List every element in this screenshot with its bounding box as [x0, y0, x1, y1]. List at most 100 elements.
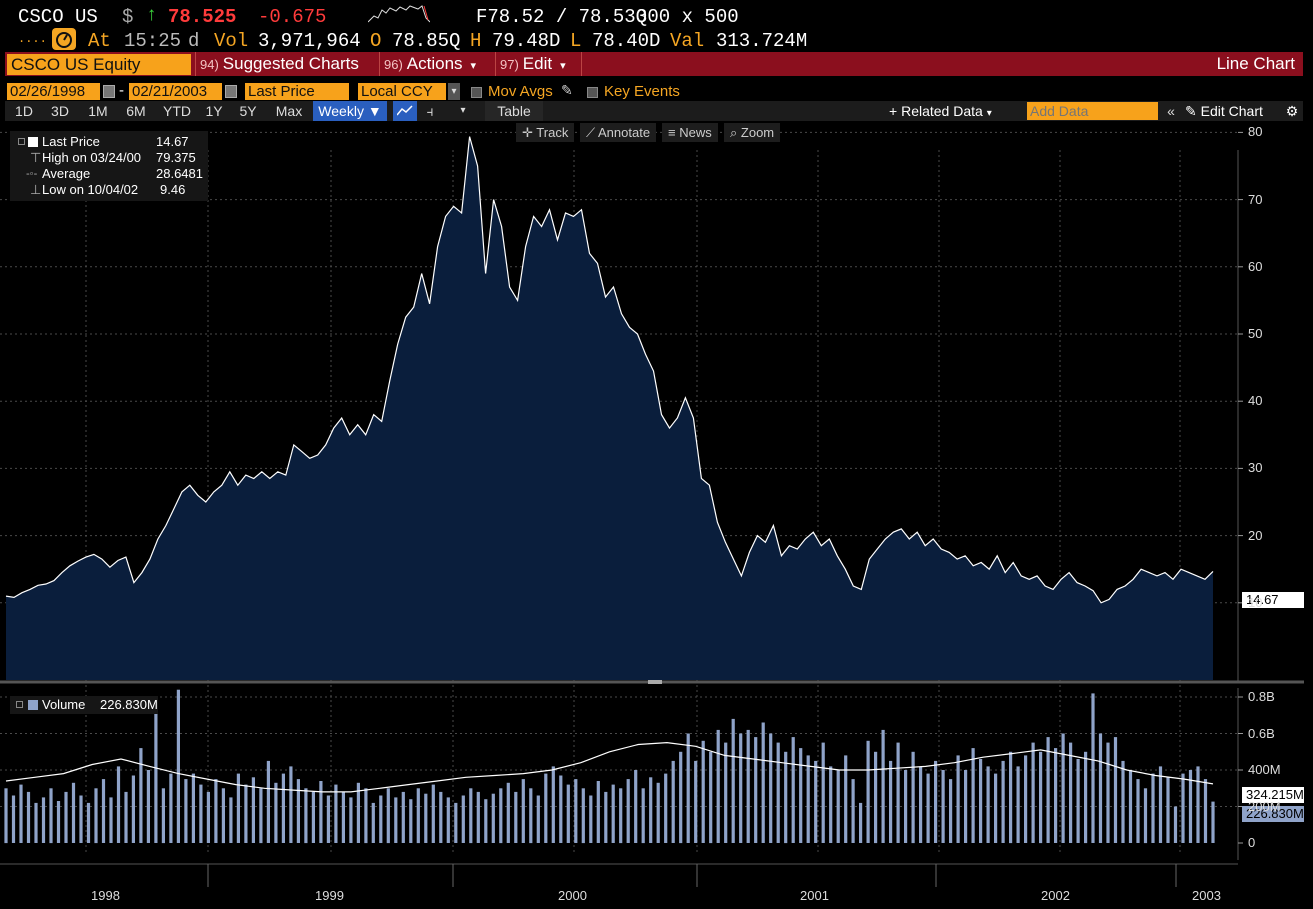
volume-bar	[611, 784, 615, 843]
volume-bar	[581, 788, 585, 844]
track-button[interactable]: ✛ Track	[516, 123, 575, 142]
volume-bar	[1098, 733, 1103, 843]
x-axis-year-label: 2000	[558, 888, 587, 903]
quote-header-line2: .... At 15:25 d Vol 3,971,964 O 78.85Q H…	[0, 28, 1313, 52]
volume-bar	[1196, 766, 1200, 843]
period-1y[interactable]: 1Y	[205, 103, 223, 119]
high-value: 79.48D	[492, 30, 561, 52]
volume-bar	[956, 755, 960, 843]
volume-bar	[1001, 760, 1005, 843]
security-field[interactable]: CSCO US Equity	[7, 54, 191, 75]
volume-bar	[296, 779, 300, 843]
volume-bar	[926, 773, 930, 843]
volume-bar	[844, 755, 848, 843]
start-date-input[interactable]: 02/26/1998	[7, 83, 100, 100]
volume-bar	[589, 795, 593, 843]
mov-avgs-checkbox[interactable]	[471, 87, 482, 98]
volume-bar	[971, 748, 975, 843]
price-axis-label: 60	[1248, 258, 1263, 274]
key-events-label[interactable]: Key Events	[604, 83, 680, 100]
annotate-button[interactable]: ⟋ Annotate	[580, 123, 657, 142]
volume-legend[interactable]: Volume 226.830M	[10, 696, 158, 714]
calendar-icon[interactable]	[103, 85, 115, 98]
volume-bar	[311, 791, 315, 843]
legend-last-price[interactable]: Last Price 14.67	[10, 134, 208, 150]
volume-bar	[379, 795, 383, 843]
volume-bar	[191, 773, 195, 843]
period-ytd[interactable]: YTD	[163, 103, 191, 119]
volume-bar	[469, 788, 473, 844]
volume-bar	[446, 797, 450, 843]
volume-bar	[409, 799, 413, 843]
table-button[interactable]: Table	[485, 101, 543, 121]
volume-bar	[634, 770, 638, 843]
volume-bar	[289, 766, 293, 843]
gauge-icon[interactable]	[52, 28, 76, 50]
volume-legend-label: Volume	[42, 697, 86, 712]
collapse-icon[interactable]: «	[1167, 103, 1175, 119]
volume-bar	[94, 788, 98, 844]
legend-high: ⊤ High on 03/24/00 79.375	[10, 150, 208, 166]
key-events-checkbox[interactable]	[587, 87, 598, 98]
legend-last-price-value: 14.67	[156, 134, 189, 149]
last-price: 78.525	[168, 6, 237, 28]
legend-average-value: 28.6481	[156, 166, 203, 181]
add-data-input[interactable]	[1027, 102, 1158, 120]
line-chart-icon[interactable]	[393, 101, 417, 121]
mov-avgs-label[interactable]: Mov Avgs	[488, 83, 553, 100]
suggested-charts-menu[interactable]: 94) Suggested Charts	[195, 52, 377, 76]
currency-select[interactable]: Local CCY	[358, 83, 446, 100]
collapse-box-icon[interactable]	[18, 138, 25, 145]
volume-bar	[154, 704, 158, 843]
gear-icon[interactable]: ⚙	[1285, 103, 1299, 119]
bar-chart-icon[interactable]: ⫞	[426, 103, 434, 119]
drag-handle-icon[interactable]	[648, 680, 662, 684]
pencil-icon[interactable]: ✎	[561, 82, 573, 98]
collapse-box-icon[interactable]	[16, 701, 23, 708]
zoom-button[interactable]: ⌕ Zoom	[724, 123, 781, 142]
volume-bar	[649, 777, 653, 843]
period-max[interactable]: Max	[275, 103, 303, 119]
end-date-input[interactable]: 02/21/2003	[129, 83, 222, 100]
volume-bar	[821, 742, 825, 843]
volume-bar	[551, 766, 555, 843]
period-1d[interactable]: 1D	[15, 103, 33, 119]
high-label: H	[470, 30, 482, 52]
volume-bar	[221, 788, 225, 844]
volume-bar	[919, 766, 923, 843]
frequency-select[interactable]: Weekly ▼	[313, 101, 387, 121]
volume-bar	[1211, 801, 1215, 843]
volume-bar	[131, 775, 135, 843]
chevron-down-icon[interactable]: ▾	[460, 105, 466, 116]
period-3d[interactable]: 3D	[51, 103, 69, 119]
calendar-icon[interactable]	[225, 85, 237, 98]
legend-low: ⊥ Low on 10/04/02 9.46	[10, 182, 208, 198]
volume-bar	[364, 788, 368, 844]
edit-chart-button[interactable]: ✎ Edit Chart	[1185, 101, 1281, 121]
chevron-down-icon[interactable]: ▾	[448, 83, 460, 100]
volume-bar	[1031, 742, 1035, 843]
volume-value: 3,971,964	[258, 30, 361, 52]
volume-bar	[904, 770, 908, 843]
edit-menu[interactable]: 97) Edit ▾	[495, 52, 581, 76]
field-select[interactable]: Last Price	[245, 83, 349, 100]
volume-axis-label: 0	[1248, 835, 1256, 850]
related-data-button[interactable]: + Related Data ▾	[889, 101, 1013, 121]
volume-bar	[34, 802, 38, 843]
volume-bar	[814, 760, 818, 843]
ticker[interactable]: CSCO US	[18, 6, 98, 28]
period-5y[interactable]: 5Y	[239, 103, 257, 119]
chevron-down-icon: ▾	[560, 60, 566, 72]
volume-bar	[236, 773, 240, 843]
news-button[interactable]: ≡ News	[662, 123, 718, 142]
volume-bar	[1203, 779, 1208, 843]
period-6m[interactable]: 6M	[126, 103, 146, 119]
volume-bar	[386, 788, 390, 844]
volume-bar	[881, 729, 885, 843]
volume-bar	[754, 737, 758, 843]
volume-bar	[979, 759, 983, 843]
chart-canvas[interactable]	[0, 122, 1313, 887]
quote-header-line1: CSCO US $ ↑ 78.525 -0.675 F78.52 / 78.53…	[0, 0, 1313, 30]
actions-menu[interactable]: 96) Actions ▾	[379, 52, 495, 76]
period-1m[interactable]: 1M	[88, 103, 108, 119]
